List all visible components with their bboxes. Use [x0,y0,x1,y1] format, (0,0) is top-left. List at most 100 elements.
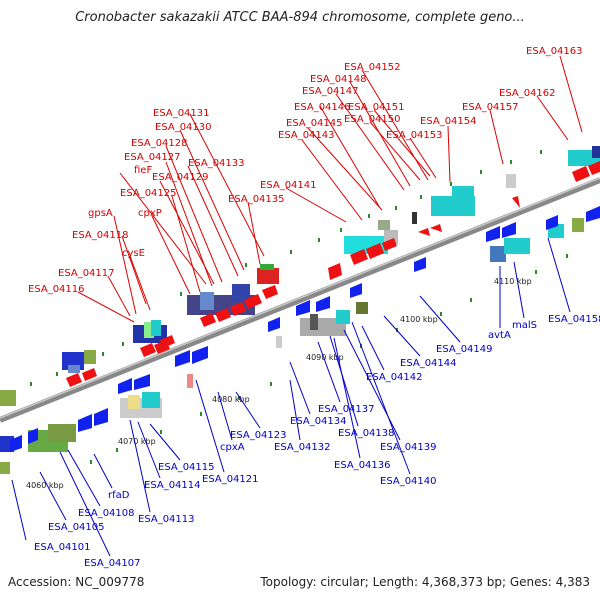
gene-block[interactable] [232,284,250,302]
gene-block[interactable] [592,146,600,158]
gene-label[interactable]: ESA_04146 [294,102,351,113]
gene-label[interactable]: ESA_04148 [310,74,367,85]
gene-label[interactable]: ESA_04113 [138,514,195,525]
gene-label[interactable]: ESA_04118 [72,230,129,241]
gene-block[interactable] [260,264,274,270]
gene-arrow[interactable] [118,378,132,394]
gene-block[interactable] [452,186,474,198]
gene-arrow[interactable] [192,346,208,364]
gene-label[interactable]: ESA_04130 [155,122,212,133]
gene-arrow[interactable] [486,226,500,242]
gene-block[interactable] [336,310,350,324]
gene-label[interactable]: ESA_04116 [28,284,85,295]
gene-label[interactable]: ESA_04107 [84,558,141,569]
gene-label[interactable]: cysE [122,248,145,259]
gene-label[interactable]: ESA_04108 [78,508,135,519]
gene-block[interactable] [142,392,160,408]
gene-label[interactable]: ESA_04141 [260,180,317,191]
gene-label[interactable]: ESA_04138 [338,428,395,439]
gene-block[interactable] [0,462,10,474]
gene-arrow[interactable] [66,373,82,387]
gene-block[interactable] [412,212,417,224]
gene-label[interactable]: ESA_04125 [120,188,177,199]
gene-block[interactable] [144,322,154,338]
gene-label[interactable]: ESA_04157 [462,102,519,113]
gene-label[interactable]: ESA_04163 [526,46,583,57]
gene-label[interactable]: avtA [488,330,511,341]
gene-block[interactable] [506,174,516,188]
gene-label[interactable]: ESA_04137 [318,404,375,415]
gene-arrow[interactable] [244,294,262,309]
gene-arrow[interactable] [512,196,520,208]
gene-block[interactable] [310,314,318,330]
gene-label[interactable]: ESA_04114 [144,480,201,491]
gene-block[interactable] [257,268,279,284]
gene-block[interactable] [68,365,80,373]
gene-block[interactable] [151,320,161,336]
gene-arrow[interactable] [28,428,38,444]
gene-block[interactable] [84,350,96,364]
gene-arrow[interactable] [328,263,342,280]
gene-arrow[interactable] [78,414,92,432]
gene-label[interactable]: ESA_04131 [153,108,210,119]
gene-arrow[interactable] [414,257,426,272]
gene-arrow[interactable] [586,206,600,222]
gene-arrow[interactable] [382,238,397,251]
gene-label[interactable]: ESA_04139 [380,442,437,453]
gene-label[interactable]: ESA_04153 [386,130,443,141]
gene-arrow[interactable] [230,302,246,316]
gene-block[interactable] [48,424,76,442]
gene-arrow[interactable] [350,249,368,265]
gene-label[interactable]: ESA_04151 [348,102,405,113]
gene-arrow[interactable] [160,335,175,348]
gene-label[interactable]: ESA_04147 [302,86,359,97]
gene-label[interactable]: ESA_04158 [548,314,600,325]
gene-arrow[interactable] [418,228,430,236]
gene-label[interactable]: ESA_04145 [286,118,343,129]
gene-arrow[interactable] [350,283,362,298]
gene-label[interactable]: ESA_04101 [34,542,91,553]
gene-label[interactable]: cpxP [138,208,162,219]
gene-arrow[interactable] [588,161,600,175]
gene-arrow[interactable] [502,222,516,238]
gene-label[interactable]: ESA_04127 [124,152,181,163]
gene-label[interactable]: ESA_04152 [344,62,401,73]
gene-arrow[interactable] [82,368,97,381]
gene-block[interactable] [378,220,390,230]
gene-arrow[interactable] [134,374,150,390]
gene-block[interactable] [356,302,368,314]
gene-label[interactable]: rfaD [108,490,130,501]
gene-label[interactable]: ESA_04162 [499,88,556,99]
gene-block[interactable] [431,196,475,216]
gene-label[interactable]: ESA_04143 [278,130,335,141]
gene-label[interactable]: ESA_04154 [420,116,477,127]
gene-label[interactable]: ESA_04105 [48,522,105,533]
gene-arrow[interactable] [430,224,442,232]
gene-label[interactable]: ESA_04140 [380,476,437,487]
gene-arrow[interactable] [572,166,590,182]
gene-arrow[interactable] [546,215,558,230]
gene-label[interactable]: ESA_04150 [344,114,401,125]
gene-block[interactable] [276,336,282,348]
gene-label[interactable]: fieF [134,165,152,176]
gene-arrow[interactable] [316,296,330,312]
gene-block[interactable] [187,374,193,388]
gene-label[interactable]: malS [512,320,537,331]
gene-block[interactable] [504,238,530,254]
gene-arrow[interactable] [140,343,156,357]
gene-label[interactable]: ESA_04121 [202,474,259,485]
gene-arrow[interactable] [296,300,310,316]
gene-block[interactable] [128,395,140,409]
gene-arrow[interactable] [366,243,384,259]
gene-label[interactable]: ESA_04134 [290,416,347,427]
gene-arrow[interactable] [215,308,231,322]
gene-label[interactable]: ESA_04128 [131,138,188,149]
gene-arrow[interactable] [94,408,108,426]
gene-block[interactable] [200,292,214,310]
gene-arrow[interactable] [175,350,190,367]
gene-label[interactable]: ESA_04129 [152,172,209,183]
gene-label[interactable]: ESA_04144 [400,358,457,369]
gene-arrow[interactable] [200,313,216,327]
gene-label[interactable]: ESA_04149 [436,344,493,355]
gene-block[interactable] [490,246,506,262]
